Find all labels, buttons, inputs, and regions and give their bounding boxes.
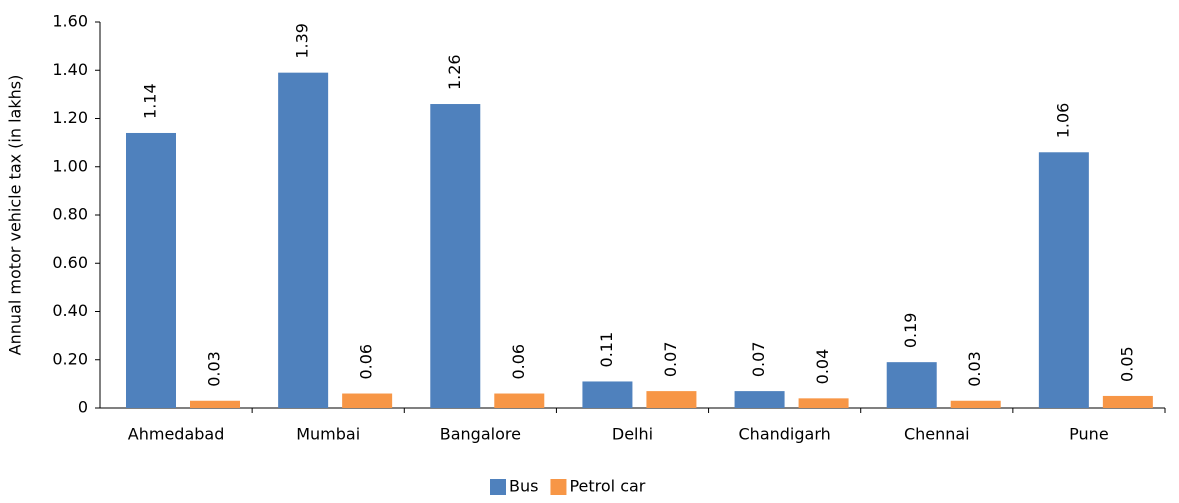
bar xyxy=(126,132,176,408)
legend-swatch xyxy=(490,479,506,495)
y-tick-label: 1.40 xyxy=(52,60,88,79)
bar xyxy=(646,391,697,408)
data-label: 0.19 xyxy=(901,313,920,349)
x-tick-label: Chennai xyxy=(904,425,970,444)
data-label: 0.07 xyxy=(661,341,680,377)
y-tick-label: 0.40 xyxy=(52,301,88,320)
x-tick-label: Bangalore xyxy=(440,425,521,444)
y-tick-label: 1.20 xyxy=(52,108,88,127)
y-tick-label: 0 xyxy=(78,398,88,417)
data-label: 0.06 xyxy=(509,344,528,380)
y-tick-label: 1.60 xyxy=(52,12,88,31)
x-tick-label: Mumbai xyxy=(296,425,360,444)
bar xyxy=(950,400,1001,408)
bar xyxy=(342,393,393,408)
data-label: 1.39 xyxy=(293,23,312,59)
x-tick-label: Pune xyxy=(1069,425,1109,444)
y-tick-label: 1.00 xyxy=(52,156,88,175)
x-tick-label: Delhi xyxy=(612,425,653,444)
data-label: 1.26 xyxy=(445,54,464,90)
data-label: 0.06 xyxy=(357,344,376,380)
y-tick-label: 0.20 xyxy=(52,349,88,368)
bar xyxy=(582,381,633,408)
bar xyxy=(1038,152,1089,408)
bar xyxy=(278,72,329,408)
x-tick-label: Chandigarh xyxy=(739,425,831,444)
data-label: 0.03 xyxy=(205,351,224,387)
bar xyxy=(1102,395,1153,408)
data-label: 0.07 xyxy=(749,341,768,377)
bar xyxy=(886,362,937,408)
data-label: 1.06 xyxy=(1053,103,1072,139)
bar xyxy=(430,104,481,409)
legend-swatch xyxy=(550,479,567,495)
bar xyxy=(798,398,849,408)
bar xyxy=(494,393,545,408)
data-label: 0.05 xyxy=(1117,346,1136,382)
data-label: 1.14 xyxy=(141,83,160,119)
y-tick-label: 0.80 xyxy=(52,205,88,224)
legend-label: Petrol car xyxy=(569,477,645,496)
x-tick-label: Ahmedabad xyxy=(128,425,225,444)
bar xyxy=(734,391,785,408)
legend-label: Bus xyxy=(509,477,538,496)
data-label: 0.04 xyxy=(813,349,832,385)
y-tick-label: 0.60 xyxy=(52,253,88,272)
data-label: 0.11 xyxy=(597,332,616,368)
y-axis-title: Annual motor vehicle tax (in lakhs) xyxy=(6,75,25,356)
bar xyxy=(190,400,240,408)
data-label: 0.03 xyxy=(965,351,984,387)
